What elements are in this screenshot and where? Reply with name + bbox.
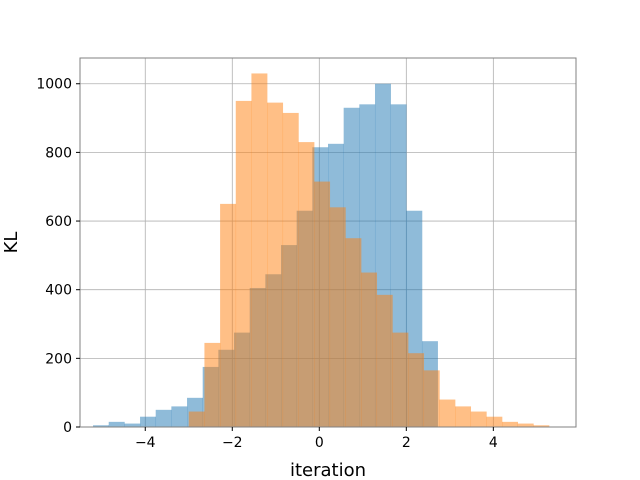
y-tick-label: 200 xyxy=(45,351,72,367)
ticks: −4 −2 0 2 4 0 200 400 600 800 1000 xyxy=(36,77,498,451)
histogram-bar xyxy=(124,423,141,427)
x-tick-label: 2 xyxy=(402,435,411,451)
histogram-bar xyxy=(108,421,125,427)
y-tick-label: 600 xyxy=(45,214,72,230)
histogram-bar xyxy=(171,406,188,427)
histogram-bar xyxy=(517,423,534,427)
histogram-bar xyxy=(392,332,409,427)
x-tick-label: −4 xyxy=(135,435,156,451)
y-tick-label: 0 xyxy=(63,420,72,436)
y-tick-label: 800 xyxy=(45,145,72,161)
plot-frame xyxy=(79,57,577,428)
y-axis-label: KL xyxy=(1,232,22,254)
series-1 xyxy=(188,73,550,428)
histogram-bar xyxy=(408,353,425,427)
histogram-bar xyxy=(267,102,284,427)
histogram-bar xyxy=(470,411,487,427)
histogram-bar xyxy=(533,425,550,427)
histogram-bar xyxy=(345,238,362,427)
x-tick-label: −2 xyxy=(222,435,243,451)
x-tick-label: 0 xyxy=(315,435,324,451)
histogram-bar xyxy=(93,425,110,427)
histogram-bar xyxy=(455,406,472,427)
histogram-bar xyxy=(220,203,237,427)
y-tick-label: 1000 xyxy=(36,77,72,93)
histogram-bar xyxy=(251,73,268,428)
histogram-bar xyxy=(282,112,299,427)
histogram-bar xyxy=(502,421,518,427)
histogram-bar xyxy=(298,142,315,428)
bars xyxy=(93,73,550,428)
x-tick-label: 4 xyxy=(489,435,498,451)
histogram-bar xyxy=(486,416,503,427)
histogram-bar xyxy=(204,342,221,427)
histogram-bar xyxy=(155,409,172,427)
histogram-bar xyxy=(376,294,393,427)
histogram-bar xyxy=(235,100,252,427)
histogram-bar xyxy=(188,411,205,427)
histogram-bar xyxy=(439,399,456,427)
histogram-bar xyxy=(314,181,331,427)
histogram-bar xyxy=(423,370,440,427)
histogram-bar xyxy=(140,416,157,427)
histogram-bar xyxy=(361,272,378,427)
y-tick-label: 400 xyxy=(45,283,72,299)
histogram-bar xyxy=(329,207,346,427)
x-axis-label: iteration xyxy=(290,460,366,480)
